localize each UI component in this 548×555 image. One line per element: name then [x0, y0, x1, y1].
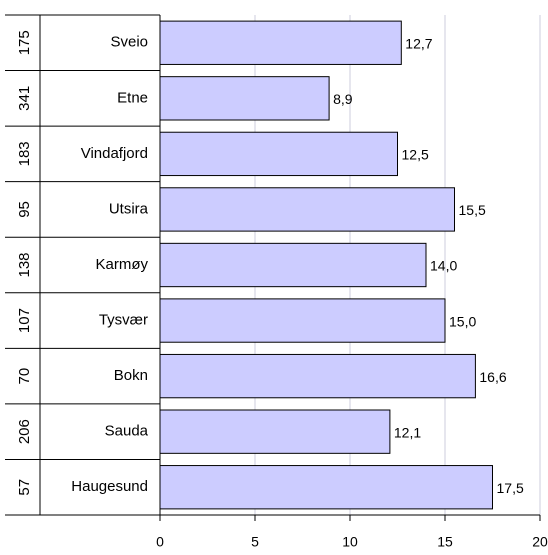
- value-label: 15,0: [449, 313, 476, 329]
- category-label: Etne: [117, 89, 148, 106]
- code-label: 57: [16, 479, 33, 496]
- value-label: 12,7: [405, 35, 432, 51]
- value-label: 15,5: [459, 202, 486, 218]
- code-label: 206: [16, 419, 33, 444]
- value-label: 12,1: [394, 424, 421, 440]
- category-label: Bokn: [114, 367, 148, 384]
- bar: [159, 187, 455, 232]
- bar: [159, 131, 398, 177]
- bar: [159, 242, 427, 288]
- x-tick-label: 15: [437, 534, 453, 550]
- code-label: 341: [16, 86, 33, 111]
- x-tick-label: 5: [251, 534, 259, 550]
- value-label: 17,5: [497, 480, 524, 496]
- code-label: 183: [16, 141, 33, 166]
- bar: [159, 298, 446, 343]
- value-label: 16,6: [479, 369, 506, 385]
- code-label: 138: [16, 252, 33, 277]
- x-tick-label: 0: [156, 534, 164, 550]
- category-label: Karmøy: [96, 256, 149, 273]
- code-label: 175: [16, 30, 33, 55]
- code-label: 107: [16, 308, 33, 333]
- value-label: 8,9: [333, 91, 353, 107]
- bar: [159, 409, 391, 454]
- category-label: Tysvær: [99, 312, 148, 329]
- value-label: 14,0: [430, 258, 457, 274]
- x-tick-label: 20: [532, 534, 548, 550]
- category-label: Vindafjord: [81, 145, 148, 162]
- bar: [159, 465, 493, 510]
- bar: [159, 20, 402, 65]
- category-label: Sauda: [105, 423, 149, 440]
- x-tick-label: 10: [342, 534, 358, 550]
- category-label: Utsira: [109, 200, 149, 217]
- code-label: 70: [16, 368, 33, 385]
- bar: [159, 353, 476, 399]
- code-label: 95: [16, 201, 33, 218]
- category-label: Sveio: [110, 34, 148, 51]
- bar: [159, 76, 330, 121]
- value-label: 12,5: [402, 147, 429, 163]
- category-label: Haugesund: [71, 478, 148, 495]
